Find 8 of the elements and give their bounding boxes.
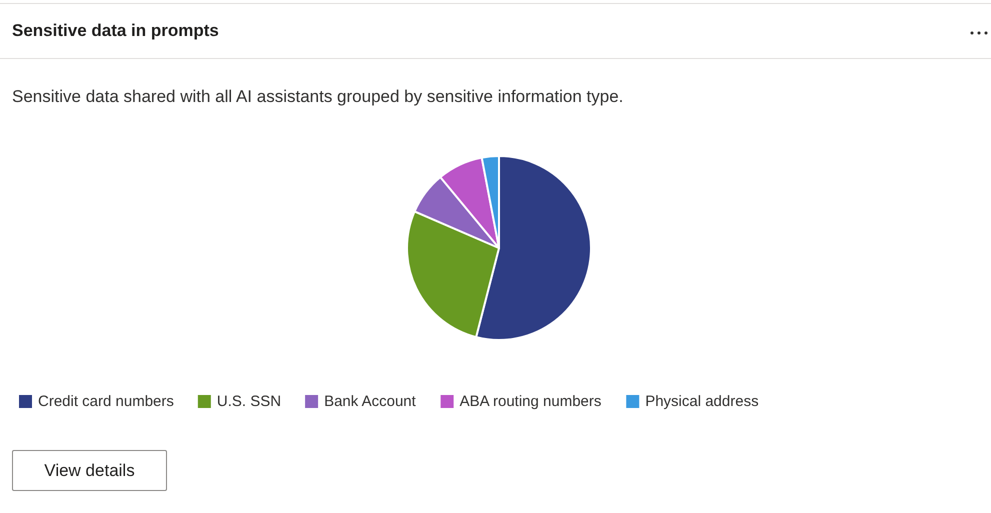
- legend-label: ABA routing numbers: [460, 393, 602, 410]
- legend-label: U.S. SSN: [216, 393, 282, 410]
- legend-label: Credit card numbers: [38, 393, 174, 410]
- legend-label: Bank Account: [324, 393, 417, 410]
- legend-label: Physical address: [645, 393, 759, 410]
- chart-subtitle: Sensitive data shared with all AI assistants grouped by sensitive information type.: [12, 87, 624, 107]
- chart-title: Sensitive data in prompts: [12, 21, 219, 41]
- text: View details: [12, 450, 167, 491]
